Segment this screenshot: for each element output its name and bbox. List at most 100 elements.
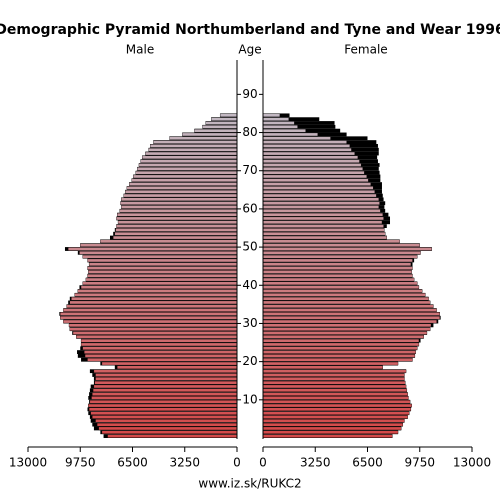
- bar-female-common: [262, 327, 431, 331]
- bar-male-common: [80, 243, 238, 247]
- bar-female-common: [262, 331, 428, 335]
- bar-female-common: [262, 422, 404, 427]
- bar-female-common: [262, 388, 408, 392]
- x-tick-label: 6500: [117, 456, 148, 470]
- bar-female-common: [262, 377, 405, 381]
- bar-male-common: [126, 186, 238, 190]
- bar-female-common: [262, 212, 383, 217]
- bar-female-common: [262, 205, 379, 209]
- bar-male-common: [95, 373, 238, 377]
- y-tick-label: 10: [242, 392, 257, 406]
- bar-female-common: [262, 209, 381, 213]
- bar-female-common: [262, 380, 406, 385]
- bar-male-common: [63, 308, 238, 312]
- bar-female-common: [262, 235, 387, 240]
- bar-male-common: [121, 205, 238, 209]
- x-tick-label: 3250: [169, 456, 200, 470]
- bar-male-common: [101, 430, 238, 434]
- legend-female: Female: [344, 43, 387, 57]
- bar-female-common: [262, 220, 383, 224]
- bar-male-common: [74, 293, 238, 297]
- y-tick-label: 30: [242, 316, 257, 330]
- bar-female-common: [262, 270, 412, 274]
- bar-female-common: [262, 117, 289, 121]
- bar-male-common: [169, 136, 238, 140]
- bar-male-common: [140, 159, 238, 163]
- bar-male-common: [123, 193, 238, 198]
- bar-female-common: [262, 335, 424, 339]
- bar-female-common: [262, 274, 413, 278]
- bar-male-common: [101, 361, 238, 366]
- bar-male-common: [182, 132, 238, 137]
- x-tick-label: 0: [233, 456, 241, 470]
- bar-male-common: [88, 403, 238, 408]
- bar-female-common: [262, 358, 413, 362]
- bar-female-common: [262, 155, 359, 160]
- bar-male-common: [79, 251, 238, 255]
- bar-female-common: [262, 167, 363, 171]
- bar-female-common: [262, 392, 408, 396]
- bar-female-common: [262, 121, 295, 125]
- bar-female-common: [262, 293, 426, 297]
- bar-female-common: [262, 316, 440, 320]
- bar-female-common: [262, 308, 437, 312]
- bar-female-common: [262, 197, 379, 202]
- x-tick-label: 9750: [65, 456, 96, 470]
- bar-male-common: [92, 392, 238, 396]
- bar-female-common: [262, 140, 347, 144]
- bar-female-common: [262, 178, 369, 182]
- bar-male-common: [145, 151, 238, 156]
- bar-male-common: [95, 419, 238, 423]
- bar-male-common: [68, 247, 238, 251]
- bar-male-common: [84, 354, 238, 358]
- bar-female-common: [262, 148, 352, 152]
- bar-female-common: [262, 285, 420, 289]
- bar-male-common: [98, 426, 238, 431]
- bar-male-common: [117, 212, 238, 217]
- bar-female-common: [262, 312, 440, 316]
- bar-female-common: [262, 262, 412, 266]
- bar-male-common: [115, 228, 238, 232]
- bar-male-common: [87, 358, 238, 362]
- bar-male-common: [88, 262, 238, 266]
- bar-male-common: [93, 369, 238, 373]
- bar-female-common: [262, 396, 409, 400]
- bar-female-common: [262, 373, 405, 377]
- chart-title: Demographic Pyramid Northumberland and T…: [0, 22, 500, 38]
- bar-female-common: [262, 403, 412, 408]
- bar-male-common: [87, 274, 238, 278]
- bar-male-common: [131, 178, 238, 182]
- bar-female-common: [262, 254, 418, 259]
- bar-female: [263, 121, 335, 125]
- bar-male-common: [69, 300, 238, 305]
- y-tick-label: 60: [242, 201, 257, 215]
- bar-male-common: [94, 380, 238, 385]
- bar-female-common: [262, 296, 429, 301]
- bar-male-common: [117, 220, 238, 224]
- bar-female-common: [262, 289, 423, 293]
- bar-male-common: [80, 342, 238, 347]
- x-tick-label: 13000: [453, 456, 491, 470]
- bar-female-common: [262, 193, 377, 198]
- bar-male-common: [82, 346, 238, 350]
- bar-female-common: [262, 174, 367, 179]
- bar-female-common: [262, 304, 434, 308]
- bar-female-common: [262, 224, 384, 228]
- bar-female-common: [262, 350, 416, 354]
- bar-male-common: [153, 140, 238, 144]
- bar-male-common: [137, 167, 238, 171]
- bar-male-common: [76, 335, 238, 339]
- bar-male-common: [91, 396, 238, 400]
- bar-female-common: [262, 182, 371, 186]
- bar-female-common: [262, 407, 412, 412]
- bar-male-common: [116, 216, 238, 221]
- bar-male-common: [68, 323, 238, 328]
- bar-male-common: [66, 304, 238, 308]
- bar-female-common: [262, 190, 375, 194]
- bar-male-common: [88, 407, 238, 412]
- bar-male-common: [80, 285, 238, 289]
- bar-male-common: [95, 377, 238, 381]
- bar-male-common: [117, 365, 238, 370]
- bar-female-common: [262, 151, 355, 156]
- bar-male-common: [63, 319, 238, 324]
